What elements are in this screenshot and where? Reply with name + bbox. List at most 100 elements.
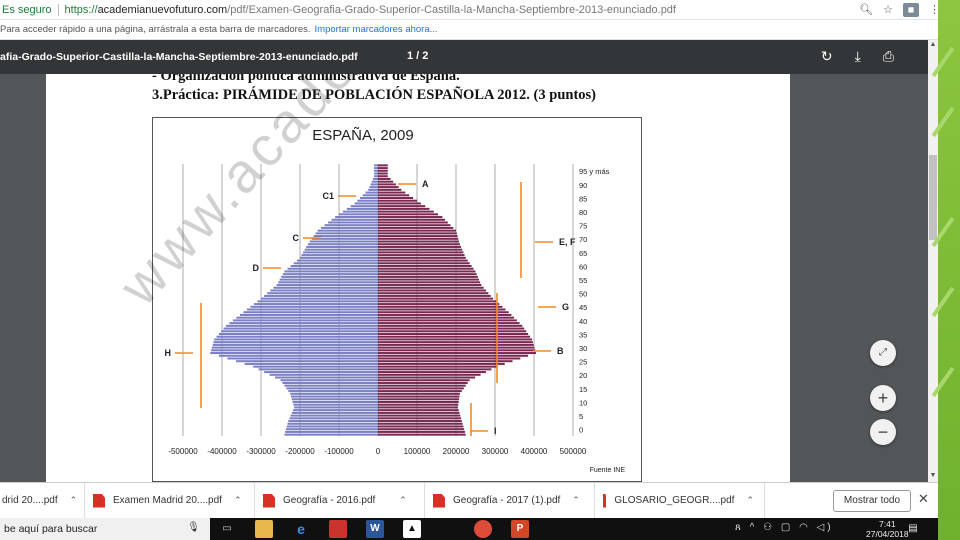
bookmark-star-icon[interactable]: ☆ [883,4,893,16]
x-tick-label: -400000 [207,447,237,456]
scroll-down-icon[interactable]: ▼ [929,472,937,479]
zoom-icon[interactable]: 🔍︎ [859,4,874,16]
graduation-app-icon[interactable]: ▲ [403,520,421,538]
pyramid-bar [378,240,460,243]
download-icon[interactable]: ⤓ [854,48,861,64]
system-tray[interactable]: ጸ ^ ⚇ ▢ ◠ ◁) [735,522,834,533]
pyramid-bar [374,164,378,167]
pyramid-bar [378,213,439,216]
download-item[interactable]: GLOSARIO_GEOGR....pdf ⌃ [595,482,765,519]
population-pyramid: ESPAÑA, 2009 -500000 -400000 -300000 -20000… [152,117,642,482]
store-icon[interactable] [329,520,347,538]
pyramid-bar [378,199,417,202]
download-item[interactable]: Geografía - 2016.pdf ⌃ [255,482,425,519]
close-downloads-icon[interactable]: ✕ [918,491,929,506]
bookmarks-bar: Para acceder rápido a una página, arrást… [0,20,948,40]
word-icon[interactable]: W [366,520,384,538]
clock[interactable]: 7:41 27/04/2018 [866,519,909,539]
pyramid-bar [378,177,391,180]
pyramid-bar [378,226,454,229]
pyramid-bar [218,354,378,357]
pyramid-bar [378,384,466,387]
pyramid-bar [378,297,494,300]
file-explorer-icon[interactable] [255,520,273,538]
pyramid-bar [357,199,378,202]
pyramid-bar [253,303,378,306]
x-tick-label: 500000 [560,447,587,456]
x-tick-label: 400000 [521,447,548,456]
rotate-icon[interactable]: ↻ [820,48,833,64]
pyramid-bar [282,273,378,276]
fit-page-button[interactable]: ⤢ [870,340,896,366]
download-item[interactable]: Examen Madrid 20....pdf ⌃ [85,482,255,519]
chevron-up-icon[interactable]: ⌃ [399,495,407,505]
doc-line-1: - Organización política administrativa d… [152,74,460,84]
pyramid-bar [378,286,484,289]
address-bar[interactable]: Es seguro https://academianuevofuturo.co… [0,0,948,20]
pyramid-bar [285,428,378,431]
pyramid-bar [378,313,512,316]
pyramid-bar [261,297,378,300]
pyramid-bar [378,164,388,167]
extension-icon[interactable]: ◼ [903,2,919,17]
page-indicator[interactable]: 1 / 2 [407,50,429,62]
chevron-up-icon[interactable]: ⌃ [572,495,580,505]
import-bookmarks-link[interactable]: Importar marcadores ahora... [314,24,438,35]
pyramid-bar [378,196,414,200]
download-item[interactable]: drid 20....pdf ⌃ [0,482,85,519]
pyramid-bar [269,373,378,376]
microphone-icon[interactable]: 🎙︎ [187,522,200,533]
chevron-up-icon[interactable]: ⌃ [233,495,242,505]
pyramid-bar [378,428,465,431]
pyramid-bar [378,400,459,404]
pyramid-bar [378,376,476,379]
pyramid-bar [378,254,465,257]
scroll-up-icon[interactable]: ▲ [929,41,937,48]
x-tick-label: -300000 [246,447,276,456]
pyramid-bar [284,433,378,436]
pyramid-bar [378,352,536,355]
age-tick-label: 0 [579,426,583,435]
pyramid-bar [378,210,434,213]
pyramid-bar [246,308,378,311]
pyramid-bar [335,216,378,219]
zoom-out-button[interactable]: − [870,419,896,445]
bookmarks-hint: Para acceder rápido a una página, arrást… [0,24,311,35]
pyramid-bar [328,221,378,224]
pyramid-bar [378,180,394,183]
menu-kebab-icon[interactable]: ⋮ [929,4,940,16]
pyramid-bar [378,235,458,238]
taskbar-search-input[interactable]: be aquí para buscar 🎙︎ [0,518,210,540]
notifications-icon[interactable]: ▤ [908,523,918,534]
chrome-icon[interactable] [474,520,492,538]
scroll-thumb[interactable] [929,155,937,240]
pyramid-bar [369,186,378,189]
pdf-file-icon [433,493,445,508]
pyramid-bar [378,229,456,232]
pyramid-bar [378,420,462,423]
zoom-in-button[interactable]: + [870,385,896,411]
pyramid-bar [378,406,458,409]
pyramid-bar [288,420,378,423]
url-text[interactable]: https://academianuevofuturo.com/pdf/Exam… [65,4,676,16]
pyramid-bar [378,300,497,303]
secure-label[interactable]: Es seguro [2,3,52,16]
pyramid-bar [303,251,378,254]
pyramid-bar [239,313,378,316]
chevron-up-icon[interactable]: ⌃ [69,495,78,505]
print-icon[interactable]: ⎙ [882,48,894,64]
task-view-icon[interactable]: ▭ [222,523,232,534]
vertical-scrollbar[interactable]: ▲ ▼ [928,40,938,482]
pyramid-bar [378,417,462,420]
pyramid-bar [378,425,464,428]
show-all-button[interactable]: Mostrar todo [833,490,911,512]
powerpoint-icon[interactable]: P [511,520,529,538]
pdf-viewer[interactable]: - Organización política administrativa d… [0,74,928,482]
pyramid-bar [378,278,480,281]
chevron-up-icon[interactable]: ⌃ [746,495,754,505]
age-tick-label: 65 [579,249,587,258]
download-item[interactable]: Geografía - 2017 (1).pdf ⌃ [425,482,595,519]
pyramid-bar [378,188,402,191]
edge-browser-icon[interactable]: e [297,521,305,537]
pyramid-bar [378,256,466,259]
